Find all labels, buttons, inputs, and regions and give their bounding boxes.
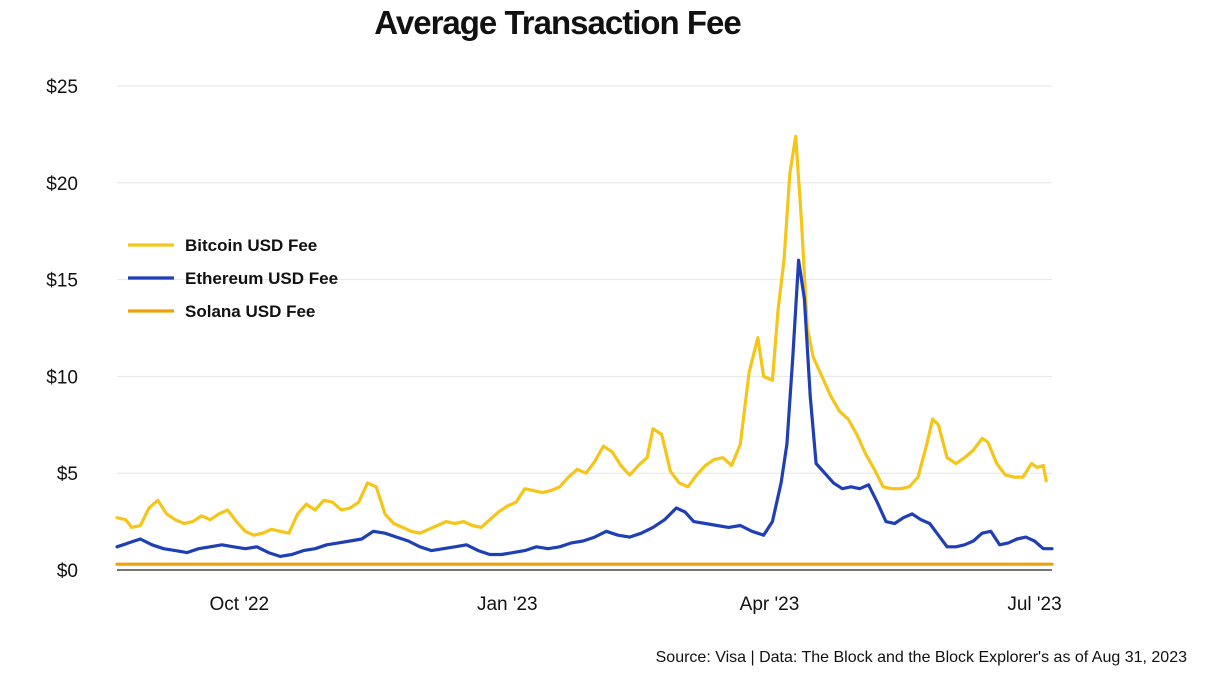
series-lines	[115, 134, 1054, 566]
ethereum-series-line	[115, 258, 1054, 558]
x-tick-label: Jan '23	[477, 594, 538, 615]
y-tick-label: $15	[46, 271, 78, 292]
legend-label-solana: Solana USD Fee	[185, 302, 315, 321]
chart-title: Average Transaction Fee	[374, 4, 741, 41]
legend-label-ethereum: Ethereum USD Fee	[185, 269, 338, 288]
y-tick-label: $5	[57, 464, 78, 485]
y-tick-label: $10	[46, 367, 78, 388]
x-tick-label: Jul '23	[1007, 594, 1061, 615]
legend-label-bitcoin: Bitcoin USD Fee	[185, 236, 317, 255]
x-tick-label: Oct '22	[210, 594, 270, 615]
x-axis-ticks: Oct '22 Jan '23 Apr '23 Jul '23	[210, 594, 1062, 615]
y-tick-label: $25	[46, 77, 78, 98]
y-axis-ticks: $0 $5 $10 $15 $20 $25	[46, 77, 78, 582]
legend: Bitcoin USD Fee Ethereum USD Fee Solana US…	[128, 236, 338, 321]
y-tick-label: $0	[57, 561, 78, 582]
source-note: Source: Visa | Data: The Block and the B…	[655, 649, 1187, 666]
gridlines	[117, 85, 1052, 571]
bitcoin-series-line	[115, 134, 1048, 537]
y-tick-label: $20	[46, 174, 78, 195]
x-tick-label: Apr '23	[740, 594, 800, 615]
